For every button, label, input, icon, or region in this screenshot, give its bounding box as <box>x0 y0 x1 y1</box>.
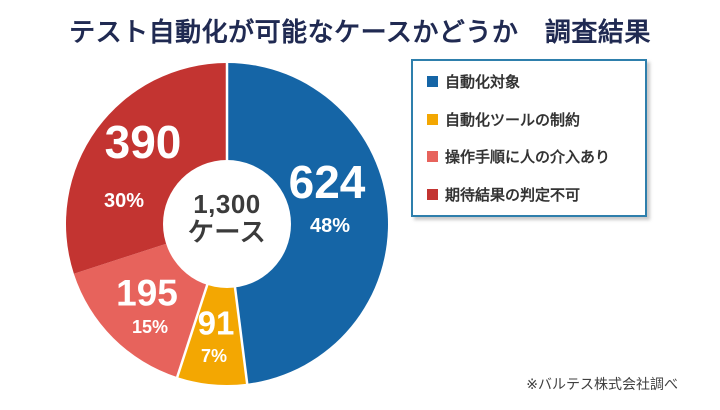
legend-item-1: 自動化ツールの制約 <box>427 101 639 139</box>
slice-pct-label-2: 15% <box>132 317 168 337</box>
legend: 自動化対象自動化ツールの制約操作手順に人の介入あり 期待結果の判定不可 <box>411 59 647 217</box>
slice-pct-label-3: 30% <box>104 190 144 212</box>
legend-marker-icon <box>427 151 438 163</box>
donut-hole <box>163 160 291 288</box>
legend-item-label: 期待結果の判定不可 <box>445 186 581 204</box>
legend-item-3: 期待結果の判定不可 <box>427 176 639 214</box>
slice-value-label-3: 390 <box>105 116 182 168</box>
slice-value-label-2: 195 <box>116 273 178 314</box>
legend-marker-icon <box>427 188 438 200</box>
donut-center-label: 1,300 ケース <box>147 190 307 246</box>
legend-item-2: 操作手順に人の介入あり <box>427 138 639 176</box>
legend-marker-icon <box>427 76 438 88</box>
source-note: ※バルテス株式会社調べ <box>526 376 678 392</box>
total-value: 1,300 <box>193 189 261 219</box>
donut-chart: 624 48% 91 7% 195 15% 390 30% 1,300 ケース <box>66 61 388 386</box>
pie-slice-0 <box>227 63 388 384</box>
legend-item-label: 自動化ツールの制約 <box>445 111 581 129</box>
legend-item-0: 自動化対象 <box>427 63 639 101</box>
slice-pct-label-0: 48% <box>310 215 350 237</box>
donut-chart-svg: 624 48% 91 7% 195 15% 390 30% <box>66 61 388 386</box>
slice-value-label-1: 91 <box>198 305 235 342</box>
slice-value-label-0: 624 <box>289 156 366 208</box>
total-unit: ケース <box>187 217 267 247</box>
page-title: テスト自動化が可能なケースかどうか 調査結果 <box>69 17 651 47</box>
legend-item-label: 操作手順に人の介入あり <box>445 149 611 167</box>
legend-item-label: 自動化対象 <box>445 74 521 92</box>
legend-marker-icon <box>427 113 438 125</box>
slice-pct-label-1: 7% <box>201 346 227 366</box>
